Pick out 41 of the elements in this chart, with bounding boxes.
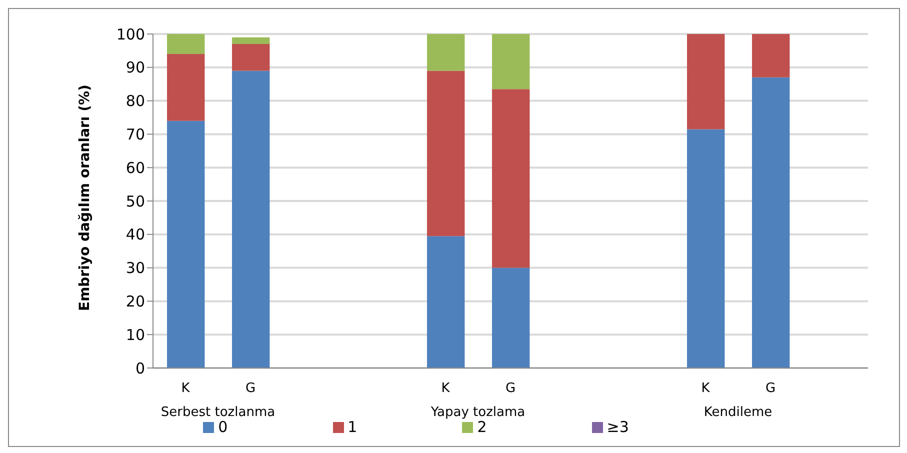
y-tick-label: 30 xyxy=(126,259,145,278)
y-tick-label: 70 xyxy=(126,126,145,144)
legend-label: ≥3 xyxy=(606,418,629,436)
bar xyxy=(167,120,205,368)
y-tick-label: 10 xyxy=(126,326,145,344)
x-tick-label: K xyxy=(181,381,190,396)
x-tick-label: G xyxy=(505,381,516,396)
y-tick-label: 90 xyxy=(126,58,145,77)
y-axis-title: Embriyo dağılım oranları (%) xyxy=(76,84,93,311)
bar xyxy=(752,34,790,78)
text: Yapay tozlama xyxy=(430,405,526,420)
text: Serbest tozlanma xyxy=(160,405,276,420)
x-tick-label: G xyxy=(245,381,256,396)
bar xyxy=(492,34,530,90)
bar xyxy=(687,34,725,130)
x-tick-label: K xyxy=(701,381,710,396)
bar xyxy=(232,70,270,368)
bar xyxy=(427,34,465,71)
bar xyxy=(427,70,465,236)
x-tick-label: G xyxy=(765,381,776,396)
bar xyxy=(492,89,530,268)
y-tick-label: 100 xyxy=(116,25,145,44)
bar xyxy=(687,129,725,368)
bar xyxy=(232,44,270,71)
y-tick-label: 0 xyxy=(135,359,145,378)
bar xyxy=(167,54,205,121)
text: Kendileme xyxy=(704,405,772,420)
y-tick-label: 40 xyxy=(126,226,145,244)
legend-label: 1 xyxy=(348,418,358,436)
y-tick-label: 50 xyxy=(126,192,145,210)
y-tick-label: 80 xyxy=(126,92,145,110)
bar xyxy=(232,37,270,44)
x-tick-label: K xyxy=(441,381,450,396)
bar xyxy=(427,236,465,368)
legend-label: 0 xyxy=(218,418,228,436)
legend-label: 2 xyxy=(477,418,487,436)
bar xyxy=(752,77,790,368)
bar xyxy=(492,268,530,368)
y-tick-label: 20 xyxy=(126,292,145,311)
y-tick-label: 60 xyxy=(126,158,145,177)
bar xyxy=(167,34,205,54)
